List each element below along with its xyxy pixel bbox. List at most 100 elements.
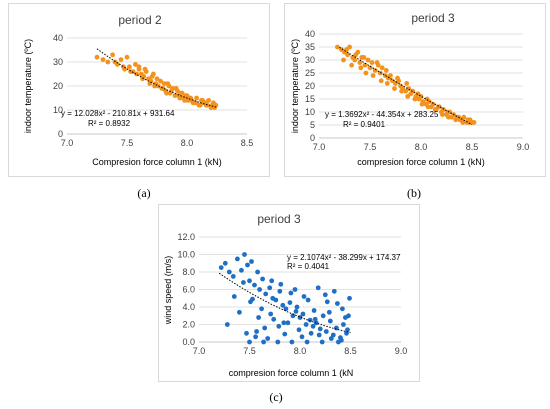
- data-point: [110, 52, 115, 58]
- data-point: [435, 104, 441, 110]
- data-point: [340, 306, 345, 312]
- x-tick-label: 7.5: [243, 346, 256, 356]
- data-point: [315, 285, 321, 291]
- y-tick-label: 12.0: [177, 232, 195, 242]
- data-point: [273, 297, 279, 303]
- y-tick-label: 35: [305, 42, 315, 52]
- y-axis-label: indoor temperature (ºC): [23, 39, 33, 133]
- data-point: [341, 322, 346, 327]
- data-point: [296, 327, 302, 333]
- data-point: [140, 76, 146, 82]
- data-point: [158, 78, 164, 84]
- data-point: [405, 94, 411, 99]
- data-point: [222, 260, 228, 266]
- data-point: [290, 313, 296, 319]
- data-point: [237, 309, 242, 315]
- caption-c: (c): [269, 390, 283, 404]
- data-point: [326, 309, 332, 315]
- data-point: [259, 306, 264, 312]
- data-point: [105, 59, 111, 65]
- chart-title: period 2: [118, 13, 162, 27]
- x-tick-label: 7.0: [313, 142, 326, 152]
- data-point: [252, 282, 257, 288]
- scatter-chart-a: 0 10 20 30 40 7.0 7.5 8.0 8.5 period 2 y = 12.028x…: [23, 13, 253, 167]
- x-tick-label: 7.0: [193, 346, 206, 356]
- data-point: [294, 304, 300, 310]
- data-point: [372, 68, 378, 73]
- data-point: [250, 296, 255, 302]
- data-point: [278, 281, 284, 287]
- x-tick-label: 7.5: [121, 138, 134, 148]
- data-point: [361, 55, 367, 60]
- data-point: [161, 81, 167, 86]
- data-point: [465, 117, 471, 123]
- data-point: [357, 60, 363, 65]
- data-point: [471, 120, 477, 125]
- data-point: [301, 294, 307, 299]
- data-point: [323, 329, 329, 334]
- data-point: [194, 95, 200, 101]
- data-point: [94, 54, 100, 60]
- data-point: [399, 88, 404, 94]
- data-point: [265, 336, 271, 341]
- data-point: [446, 114, 451, 120]
- data-point: [152, 83, 158, 89]
- data-point: [247, 339, 252, 345]
- data-point: [127, 64, 132, 70]
- data-point: [206, 98, 212, 103]
- data-point: [277, 288, 283, 294]
- y-tick-label: 10: [305, 107, 315, 117]
- y-tick-label: 0: [310, 133, 315, 143]
- x-tick-label: 7.5: [364, 142, 377, 152]
- data-point: [384, 81, 390, 86]
- data-point: [224, 322, 230, 327]
- data-point: [255, 269, 260, 275]
- data-point: [347, 295, 352, 301]
- caption-a: (a): [137, 186, 151, 200]
- data-point: [239, 267, 244, 273]
- chart-panel-c: 0.0 2.0 4.0 6.0 8.0 10.0 12.0 7.0 7.5 8.0 8.5 9.0 pe…: [158, 204, 420, 382]
- data-point: [374, 60, 380, 65]
- x-tick-label: 8.0: [415, 142, 428, 152]
- chart-panel-b: 0 5 10 15 20 25 30 35 40 7.0 7.5 8.0 8.5 9.0 period 3 y…: [284, 3, 546, 177]
- data-point: [461, 114, 467, 120]
- y-tick-label: 25: [305, 68, 315, 78]
- data-point: [260, 276, 265, 282]
- data-point: [310, 323, 316, 329]
- data-point: [322, 292, 328, 298]
- data-point: [300, 311, 306, 317]
- x-tick-label: 8.0: [181, 138, 194, 148]
- data-point: [263, 291, 269, 297]
- data-point: [100, 57, 106, 62]
- data-point: [249, 259, 254, 264]
- trendline: [218, 272, 351, 333]
- data-point: [242, 252, 247, 257]
- x-tick-label: 7.0: [61, 138, 74, 148]
- data-point: [425, 104, 431, 110]
- y-tick-label: 30: [305, 55, 315, 65]
- data-point: [365, 57, 371, 63]
- data-point: [231, 294, 237, 299]
- data-point: [244, 330, 249, 336]
- chart-title: period 3: [411, 11, 455, 25]
- x-tick-label: 8.5: [344, 346, 357, 356]
- data-point: [327, 318, 333, 324]
- data-point: [331, 288, 337, 294]
- data-point: [235, 256, 240, 262]
- y-tick-label: 20: [305, 81, 315, 91]
- x-axis-label: compresion force column 1 (kN): [357, 157, 485, 167]
- data-point: [226, 269, 232, 275]
- data-point: [303, 322, 309, 327]
- data-point: [154, 76, 160, 82]
- data-point: [293, 309, 299, 314]
- data-point: [133, 62, 138, 67]
- data-point: [383, 68, 389, 73]
- data-point: [308, 330, 314, 336]
- data-point: [311, 308, 317, 313]
- x-axis-label: Compresion force column 1 (kN): [92, 157, 222, 167]
- data-point: [349, 62, 354, 68]
- trendline-equation: y = 2.1074x² - 38.299x + 174.37: [287, 253, 401, 262]
- trendline-equation: y = 1.3692x² - 44.354x + 283.25: [325, 110, 439, 119]
- x-tick-label: 8.0: [294, 346, 307, 356]
- data-point: [319, 339, 325, 345]
